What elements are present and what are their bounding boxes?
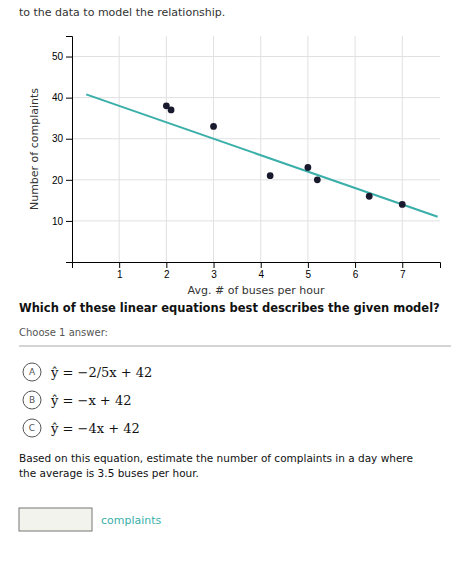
y-tick-label: 40 <box>52 92 64 103</box>
top-text: to the data to model the relationship. <box>19 6 225 19</box>
grid-line-y <box>72 138 440 139</box>
y-tick: 40 <box>52 92 72 103</box>
x-tick-mark <box>119 262 120 268</box>
x-tick-label: 3 <box>211 269 217 280</box>
choose-text: Choose 1 answer: <box>19 327 108 338</box>
x-tick: 1 <box>117 262 123 280</box>
x-tick: 3 <box>211 262 217 280</box>
x-tick-mark <box>166 262 167 268</box>
x-axis-title: Avg. # of buses per hour <box>188 284 325 297</box>
answer-box <box>19 508 92 531</box>
scatter-point <box>399 201 406 208</box>
grid-line-x <box>119 36 120 262</box>
option-letter: A <box>29 367 36 377</box>
question-text: Which of these linear equations best des… <box>19 301 440 315</box>
y-tick: 10 <box>52 216 72 227</box>
scatter-point <box>314 176 321 183</box>
grid <box>72 36 440 262</box>
grid-line-y <box>72 97 440 98</box>
y-tick-mark <box>66 180 72 181</box>
y-tick-mark <box>66 139 72 140</box>
y-tick-mark <box>66 221 72 222</box>
scatter-point <box>210 123 217 130</box>
option-equation: ŷ = −2/5x + 42 <box>50 365 152 380</box>
option-letter: C <box>29 423 35 433</box>
y-tick-mark <box>66 57 72 58</box>
x-tick: 7 <box>400 262 406 280</box>
option-letter: B <box>29 395 35 405</box>
y-tick: 50 <box>52 51 72 62</box>
y-tick: 20 <box>52 175 72 186</box>
answer-unit: complaints <box>101 514 162 527</box>
grid-line-x <box>260 36 261 262</box>
regression-line <box>86 94 437 216</box>
x-tick-label: 1 <box>117 269 123 280</box>
x-axis-line <box>73 263 441 269</box>
x-tick-label: 4 <box>258 269 264 280</box>
option-circle <box>23 419 41 437</box>
separator <box>19 346 451 347</box>
x-tick-label: 2 <box>164 269 170 280</box>
x-tick-label: 5 <box>306 269 312 280</box>
grid-line-x <box>213 36 214 262</box>
option-circle <box>23 391 41 409</box>
grid-line-x <box>402 36 403 262</box>
y-tick: 30 <box>52 133 72 144</box>
y-axis-title: Number of complaints <box>28 88 41 210</box>
plot-area <box>86 94 437 216</box>
grid-line-x <box>166 36 167 262</box>
scatter-point <box>168 107 175 114</box>
option-circle <box>23 363 41 381</box>
chart: to the data to model the relationship. 1 2… <box>0 0 470 575</box>
x-tick: 4 <box>258 262 264 280</box>
x-tick-label: 7 <box>400 269 406 280</box>
x-axis: 1 2 3 4 5 6 7 <box>73 262 441 280</box>
option-equation: ŷ = −4x + 42 <box>50 421 140 436</box>
grid-line-y <box>72 220 440 221</box>
x-tick: 5 <box>306 262 312 280</box>
option-equation: ŷ = −x + 42 <box>50 393 131 408</box>
x-tick-mark <box>402 262 403 268</box>
x-tick-mark <box>261 262 262 268</box>
y-tick-label: 30 <box>52 133 64 144</box>
x-tick-mark <box>308 262 309 268</box>
x-tick: 6 <box>353 262 359 280</box>
y-axis-line <box>66 37 73 263</box>
y-tick-label: 10 <box>52 216 64 227</box>
grid-line-y <box>72 179 440 180</box>
grid-line-y <box>72 56 440 57</box>
x-tick-label: 6 <box>353 269 359 280</box>
y-axis: 10 20 30 40 50 <box>52 37 73 263</box>
grid-line-x <box>307 36 308 262</box>
based-text: Based on this equation, estimate the num… <box>19 452 413 479</box>
y-tick-label: 50 <box>52 51 64 62</box>
y-tick-mark <box>66 98 72 99</box>
scatter-point <box>305 164 312 171</box>
y-tick-label: 20 <box>52 175 64 186</box>
x-tick-mark <box>214 262 215 268</box>
x-tick: 2 <box>164 262 170 280</box>
x-tick-mark <box>355 262 356 268</box>
scatter-point <box>366 193 373 200</box>
grid-line-x <box>355 36 356 262</box>
scatter-point <box>267 172 274 179</box>
